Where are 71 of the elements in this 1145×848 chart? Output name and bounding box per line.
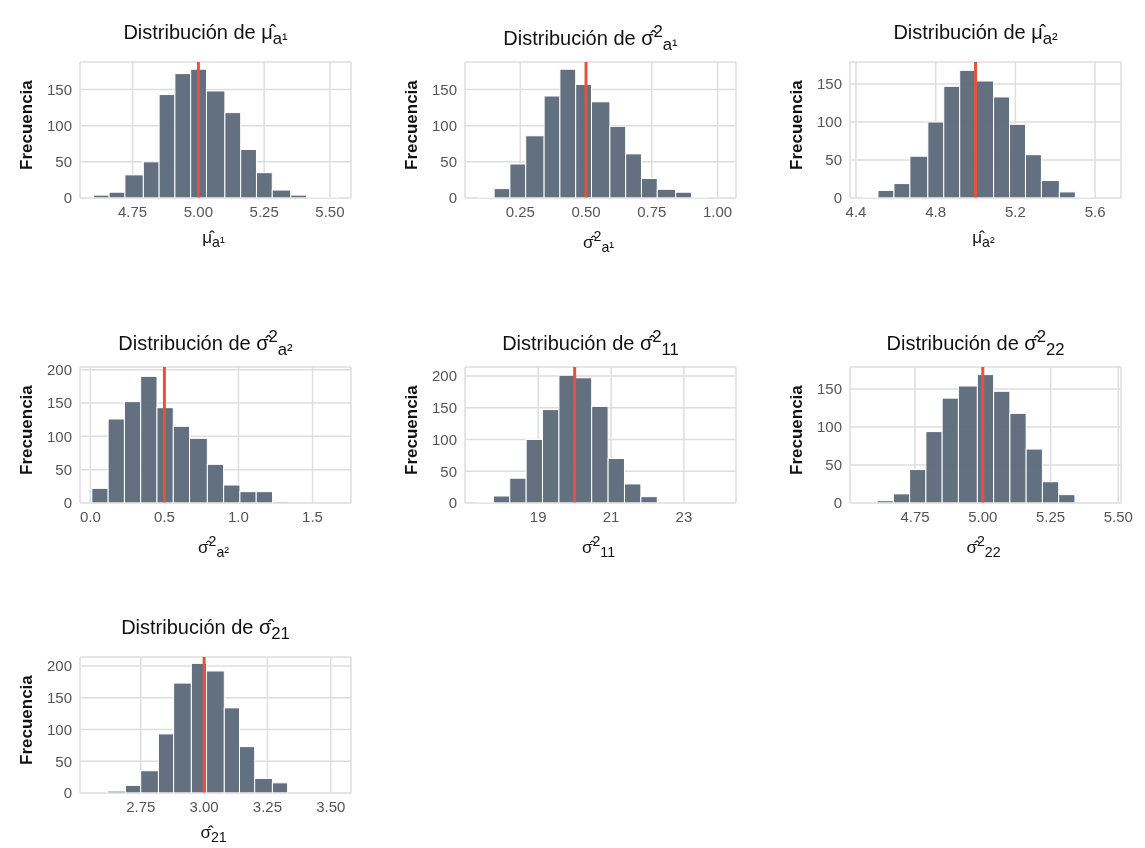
y-tick-label: 0 xyxy=(63,189,72,207)
y-tick-label: 150 xyxy=(431,399,457,416)
y-tick-label: 150 xyxy=(46,689,72,706)
x-axis-title: σ̂$_{21}$ xyxy=(199,823,228,846)
x-tick-label: 4.4 xyxy=(845,202,867,220)
y-tick-label: 200 xyxy=(46,360,72,378)
x-tick-label: 21 xyxy=(602,507,620,525)
x-tick-label: 3.50 xyxy=(316,797,346,815)
x-tick-label: 0.75 xyxy=(637,202,667,220)
x-tick-label: 0.50 xyxy=(571,202,601,220)
y-axis-title: Frecuencia xyxy=(402,79,422,170)
y-tick-label: 100 xyxy=(816,113,842,131)
y-tick-label: 100 xyxy=(431,430,457,448)
y-axis-title: Frecuencia xyxy=(17,79,37,170)
y-tick-label: 150 xyxy=(46,394,72,412)
x-tick-label: 5.6 xyxy=(1084,202,1106,220)
y-tick-label: 50 xyxy=(825,456,842,474)
x-axis-title: μ̂$_{a²}$ xyxy=(971,228,996,251)
y-tick-label: 150 xyxy=(431,80,457,98)
y-tick-label: 150 xyxy=(816,380,842,398)
y-tick-label: 0 xyxy=(63,784,72,802)
y-axis-title: Frecuencia xyxy=(787,384,807,475)
x-tick-label: 5.25 xyxy=(1035,507,1066,525)
x-tick-label: 1.00 xyxy=(702,202,733,220)
y-tick-label: 50 xyxy=(440,153,457,171)
x-tick-label: 5.25 xyxy=(249,202,279,220)
chart-title: Distribución de μ̂$_{a¹}$ xyxy=(122,20,289,50)
y-tick-label: 100 xyxy=(46,116,72,134)
x-tick-label: 3.00 xyxy=(189,797,219,815)
y-tick-label: 150 xyxy=(816,75,842,93)
y-tick-label: 200 xyxy=(431,367,457,385)
y-tick-label: 150 xyxy=(46,80,72,98)
x-tick-label: 19 xyxy=(529,507,547,525)
x-tick-label: 5.00 xyxy=(183,202,213,220)
y-tick-label: 0 xyxy=(63,494,72,512)
y-tick-label: 50 xyxy=(440,462,457,480)
chart-title: Distribución de μ̂$_{a²}$ xyxy=(892,20,1059,50)
y-tick-label: 50 xyxy=(55,460,72,478)
x-tick-label: 23 xyxy=(675,507,693,525)
y-tick-label: 50 xyxy=(55,752,72,770)
y-axis-title: Frecuencia xyxy=(17,674,37,765)
x-tick-label: 1.5 xyxy=(302,507,323,525)
y-tick-label: 0 xyxy=(833,189,842,207)
y-tick-label: 0 xyxy=(448,494,457,512)
chart-title: Distribución de σ̂$_{21}$ xyxy=(120,615,291,645)
x-tick-label: 3.25 xyxy=(252,797,283,815)
y-tick-label: 200 xyxy=(46,657,72,675)
y-tick-label: 50 xyxy=(55,153,72,171)
x-tick-label: 4.75 xyxy=(900,507,930,525)
x-tick-label: 5.00 xyxy=(968,507,998,525)
x-tick-label: 5.50 xyxy=(1103,507,1133,525)
x-tick-label: 1.0 xyxy=(228,507,249,525)
y-tick-label: 100 xyxy=(816,418,842,436)
y-tick-label: 100 xyxy=(46,720,72,738)
y-tick-label: 100 xyxy=(46,427,72,445)
y-tick-label: 0 xyxy=(448,189,457,207)
x-tick-label: 5.2 xyxy=(1004,202,1026,220)
y-axis-title: Frecuencia xyxy=(17,384,37,475)
x-tick-label: 4.8 xyxy=(925,202,947,220)
x-axis-title: μ̂$_{a¹}$ xyxy=(201,228,226,251)
y-tick-label: 0 xyxy=(833,494,842,512)
x-tick-label: 0.0 xyxy=(79,507,101,525)
x-tick-label: 2.75 xyxy=(126,797,156,815)
y-axis-title: Frecuencia xyxy=(402,384,422,475)
x-tick-label: 4.75 xyxy=(118,202,148,220)
x-tick-label: 0.5 xyxy=(153,507,175,525)
y-tick-label: 100 xyxy=(431,116,457,134)
y-axis-title: Frecuencia xyxy=(787,79,807,170)
x-tick-label: 5.50 xyxy=(315,202,345,220)
x-tick-label: 0.25 xyxy=(505,202,535,220)
y-tick-label: 50 xyxy=(825,151,842,169)
